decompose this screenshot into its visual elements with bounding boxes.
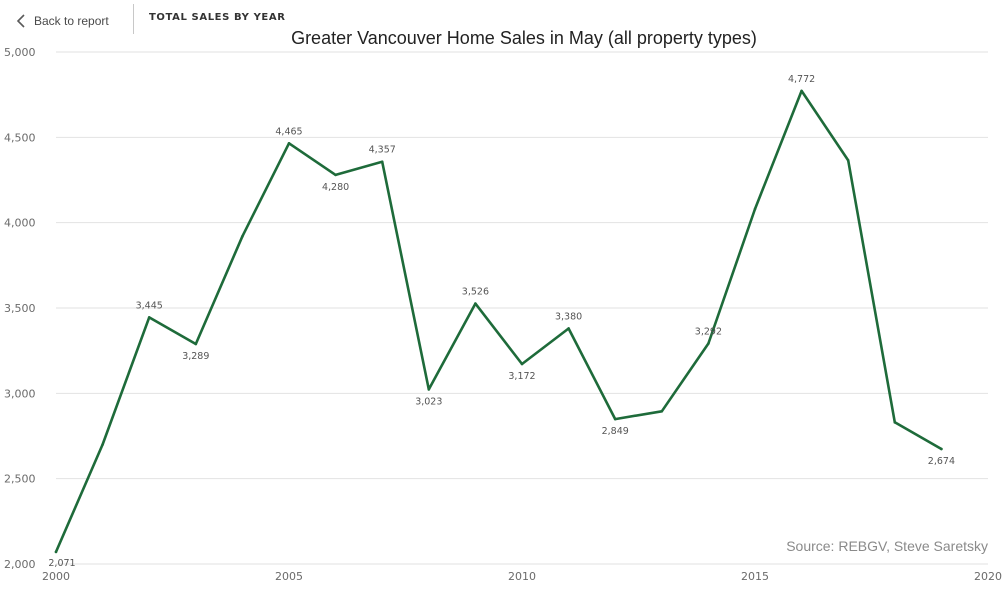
data-point — [241, 235, 244, 238]
data-point — [707, 342, 710, 345]
y-tick-label: 2,000 — [4, 558, 36, 571]
data-point — [846, 159, 850, 162]
data-point — [334, 173, 337, 177]
data-label: 3,526 — [462, 287, 489, 298]
data-label: 2,071 — [48, 558, 75, 569]
data-label: 4,772 — [788, 74, 815, 85]
y-tick-label: 4,500 — [4, 131, 36, 144]
header-divider — [133, 4, 134, 34]
data-label: 4,465 — [275, 126, 302, 137]
back-to-report-button[interactable]: Back to report — [16, 10, 109, 32]
y-tick-label: 3,500 — [4, 302, 36, 315]
series-line — [54, 89, 943, 554]
data-point — [567, 327, 570, 330]
data-point — [147, 316, 151, 319]
x-tick-label: 2010 — [508, 570, 536, 583]
x-tick-label: 2020 — [974, 570, 1002, 583]
data-point — [427, 388, 431, 391]
data-label: 3,023 — [415, 396, 442, 407]
x-tick-label: 2015 — [741, 570, 769, 583]
data-label: 2,849 — [602, 426, 629, 437]
data-point — [753, 207, 757, 211]
data-point — [520, 362, 524, 366]
x-tick-label: 2005 — [275, 570, 303, 583]
data-point — [101, 443, 104, 446]
x-tick-label: 2000 — [42, 570, 70, 583]
y-tick-label: 5,000 — [4, 46, 36, 59]
data-label: 2,674 — [928, 456, 955, 467]
data-point — [54, 550, 58, 554]
y-tick-label: 4,000 — [4, 217, 36, 230]
data-point — [474, 302, 477, 305]
data-label: 3,292 — [695, 326, 722, 337]
data-point — [613, 417, 617, 421]
data-point — [380, 160, 384, 164]
data-label: 3,289 — [182, 351, 209, 362]
data-label: 3,380 — [555, 311, 582, 322]
data-point — [800, 89, 803, 93]
data-label: 3,172 — [508, 371, 535, 382]
top-bar: Back to report TOTAL SALES BY YEAR — [0, 0, 300, 34]
source-note: Source: REBGV, Steve Saretsky — [786, 538, 988, 554]
data-point — [940, 447, 943, 451]
data-point — [287, 142, 291, 145]
y-tick-label: 2,500 — [4, 473, 36, 486]
chart-title: Greater Vancouver Home Sales in May (all… — [291, 28, 757, 48]
data-point — [194, 342, 198, 346]
chevron-left-icon — [16, 13, 26, 29]
data-label: 3,445 — [136, 300, 163, 311]
data-point — [660, 409, 664, 413]
data-label: 4,280 — [322, 182, 349, 193]
data-point — [893, 421, 897, 424]
report-title: TOTAL SALES BY YEAR — [149, 12, 286, 23]
back-to-report-label: Back to report — [34, 14, 109, 28]
y-tick-label: 3,000 — [4, 387, 36, 400]
data-label: 4,357 — [369, 145, 396, 156]
